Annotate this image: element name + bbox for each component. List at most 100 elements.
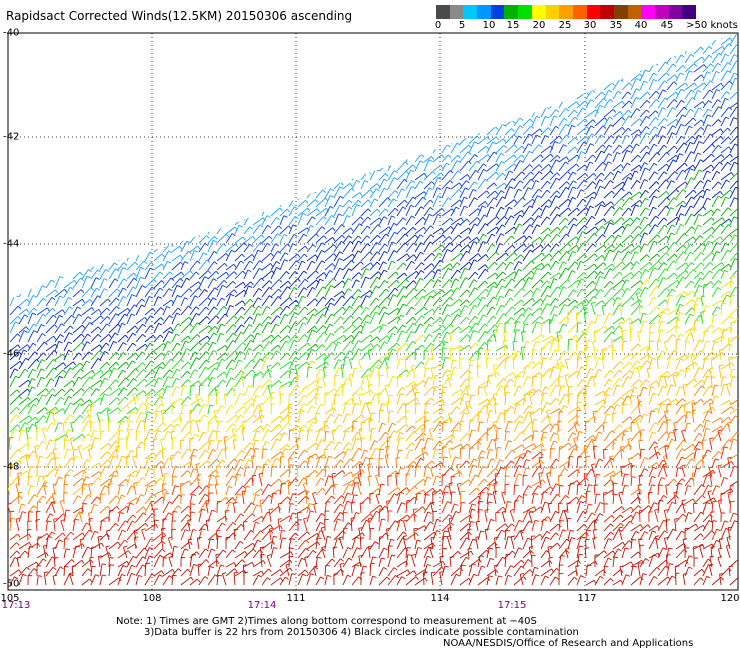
wind-barb — [261, 243, 268, 253]
wind-barb-tick — [672, 107, 677, 110]
wind-barb-tick — [133, 277, 138, 281]
wind-barb — [306, 190, 314, 199]
wind-barb — [270, 362, 278, 370]
wind-barb — [207, 261, 215, 271]
wind-barb-tick — [634, 251, 639, 254]
wind-barb-tick — [367, 216, 371, 220]
wind-barb — [107, 421, 110, 433]
wind-barb-tick — [97, 358, 102, 362]
wind-barb-tick — [410, 151, 415, 155]
wind-barb — [378, 306, 384, 316]
wind-barb-tick — [592, 181, 596, 185]
wind-barb — [585, 89, 593, 100]
wind-barb-tick — [124, 313, 129, 317]
wind-barb-tick — [682, 398, 686, 402]
wind-barb-tick — [180, 397, 184, 402]
wind-barb — [549, 214, 558, 226]
wind-barb — [720, 146, 729, 154]
wind-barb-tick — [376, 261, 381, 266]
wind-barb-tick — [706, 197, 711, 201]
wind-barb — [108, 313, 117, 325]
wind-barb — [333, 280, 343, 289]
wind-barb-tick — [67, 429, 72, 432]
wind-barb — [729, 162, 735, 172]
wind-barb-tick — [423, 306, 428, 311]
wind-barb-tick — [584, 164, 588, 169]
wind-barb — [720, 400, 730, 406]
wind-barb — [711, 82, 722, 91]
wind-barb — [351, 403, 356, 415]
wind-barb — [666, 145, 675, 154]
wind-barb — [333, 240, 342, 253]
wind-barb-tick — [621, 317, 625, 321]
wind-barb-tick — [731, 294, 736, 297]
wind-barb-tick — [375, 285, 380, 289]
wind-barb-tick — [413, 254, 417, 259]
wind-barb — [360, 314, 368, 325]
wind-barb-tick — [194, 250, 199, 253]
wind-barb-tick — [250, 339, 255, 343]
wind-barb-tick — [544, 135, 549, 138]
wind-barb — [594, 234, 603, 244]
wind-barb — [657, 171, 665, 181]
wind-barb-tick — [591, 196, 596, 200]
wind-barb-tick — [23, 287, 28, 291]
wind-barb — [99, 333, 109, 343]
wind-barb-tick — [81, 333, 85, 338]
wind-barb-tick — [474, 342, 479, 347]
wind-barb — [180, 340, 186, 352]
wind-barb — [648, 234, 658, 244]
wind-barb-tick — [341, 234, 346, 239]
wind-barb-tick — [465, 316, 470, 321]
wind-barb-tick — [311, 405, 316, 409]
wind-barb — [558, 91, 567, 100]
wind-barb-tick — [411, 384, 417, 386]
wind-barb — [657, 179, 667, 190]
wind-barb — [486, 163, 497, 172]
wind-barb — [279, 252, 286, 262]
wind-barb-tick — [643, 80, 648, 84]
wind-barb — [449, 348, 452, 361]
wind-barb-tick — [131, 294, 136, 297]
wind-barb-tick — [521, 287, 526, 292]
wind-barb-tick — [268, 368, 273, 373]
wind-barb — [225, 377, 232, 388]
wind-barb-tick — [547, 233, 551, 237]
wind-barb — [54, 433, 67, 442]
wind-barb-tick — [23, 330, 28, 333]
wind-barb — [522, 388, 534, 397]
wind-barb — [9, 360, 21, 370]
wind-barb — [495, 196, 503, 208]
wind-barb — [243, 269, 249, 280]
wind-barb — [576, 231, 583, 244]
wind-barb-tick — [608, 153, 613, 156]
wind-barb — [486, 315, 494, 325]
wind-barb — [288, 216, 296, 226]
wind-barb — [378, 208, 386, 217]
wind-barb-tick — [450, 226, 454, 230]
wind-barb — [702, 369, 709, 379]
wind-barb — [378, 261, 384, 271]
wind-barb-tick — [441, 244, 445, 249]
wind-barb — [288, 429, 291, 442]
wind-barb-tick — [589, 161, 594, 165]
wind-barb-tick — [429, 427, 434, 431]
wind-barb-tick — [206, 235, 210, 239]
wind-barb-tick — [248, 324, 253, 327]
wind-barb — [216, 306, 224, 316]
wind-barb — [522, 164, 531, 172]
wind-barb — [576, 366, 582, 379]
wind-barb — [243, 254, 253, 262]
wind-barb — [708, 368, 713, 379]
wind-barb-tick — [41, 333, 46, 337]
wind-barb-tick — [684, 162, 688, 167]
wind-barb — [675, 244, 684, 253]
wind-barb — [90, 308, 99, 316]
wind-barb-tick — [473, 329, 478, 333]
wind-barb — [405, 270, 417, 280]
wind-barb-tick — [278, 279, 283, 283]
wind-barb — [126, 332, 134, 343]
wind-barb-tick — [575, 335, 579, 339]
wind-barb — [594, 289, 601, 298]
wind-barb — [693, 424, 701, 433]
